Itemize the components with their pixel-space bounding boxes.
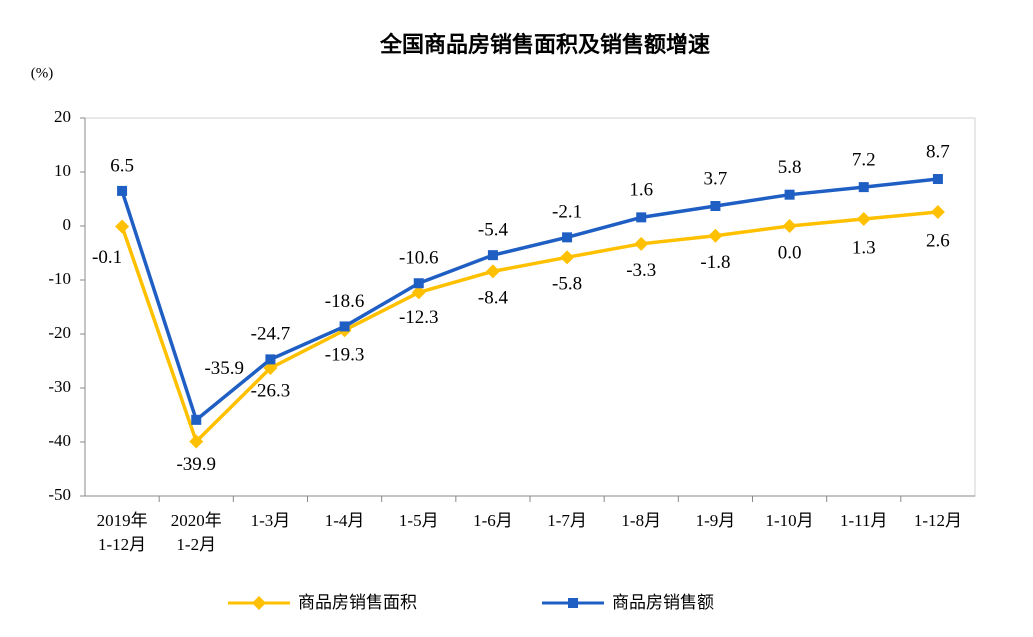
- marker: [191, 414, 202, 425]
- marker: [784, 189, 795, 200]
- x-tick-label: 1-5月: [399, 511, 439, 530]
- chart-title: 全国商品房销售面积及销售额增速: [379, 32, 710, 58]
- data-label: -18.6: [325, 291, 365, 312]
- y-unit: (%): [31, 65, 54, 81]
- series-line: [120, 177, 939, 422]
- data-label: -10.6: [399, 248, 439, 269]
- marker: [411, 285, 426, 300]
- x-tick-label: 1-8月: [621, 511, 661, 530]
- x-tick-label: 1-9月: [696, 511, 736, 530]
- marker: [485, 264, 500, 279]
- marker: [263, 361, 278, 376]
- x-tick-label: 2020年 1-2月: [171, 511, 222, 554]
- marker: [710, 201, 721, 212]
- marker: [856, 211, 871, 226]
- data-label: 1.6: [629, 180, 653, 201]
- x-tick-label: 1-10月: [765, 511, 813, 530]
- data-label: 5.8: [778, 157, 802, 178]
- marker: [117, 185, 128, 196]
- y-tick-label: -50: [48, 485, 71, 504]
- x-tick-label: 1-12月: [914, 511, 962, 530]
- data-label: 2.6: [926, 230, 950, 251]
- data-label: 6.5: [110, 155, 134, 176]
- marker: [634, 236, 649, 251]
- marker: [708, 228, 723, 243]
- data-label: -3.3: [626, 260, 656, 281]
- legend-marker: [252, 596, 266, 610]
- y-tick-label: -30: [48, 377, 71, 396]
- data-label: -1.8: [700, 252, 730, 273]
- data-label: -26.3: [251, 380, 291, 401]
- marker: [858, 182, 869, 193]
- marker: [487, 250, 498, 261]
- x-tick-label: 2019年 1-12月: [97, 511, 148, 554]
- y-tick-label: -40: [48, 431, 71, 450]
- data-label: 1.3: [852, 237, 876, 258]
- data-label: 3.7: [704, 168, 728, 189]
- marker: [782, 219, 797, 233]
- x-tick-label: 1-3月: [251, 511, 291, 530]
- marker: [560, 250, 575, 265]
- marker: [562, 232, 573, 243]
- y-tick-label: 20: [54, 107, 71, 126]
- plot-frame: [84, 117, 976, 497]
- marker: [115, 219, 130, 234]
- marker: [636, 212, 647, 223]
- data-label: -8.4: [478, 288, 509, 309]
- legend-label: 商品房销售面积: [298, 593, 417, 613]
- data-label: -12.3: [399, 307, 439, 328]
- marker: [932, 174, 943, 185]
- marker: [413, 278, 424, 289]
- data-label: -19.3: [325, 345, 365, 366]
- x-tick-label: 1-7月: [547, 511, 587, 530]
- data-label: -39.9: [176, 454, 216, 475]
- x-tick-label: 1-11月: [840, 511, 888, 530]
- data-label: 8.7: [926, 141, 950, 162]
- marker: [930, 204, 945, 219]
- y-tick-label: 10: [54, 161, 71, 180]
- x-tick-label: 1-6月: [473, 511, 513, 530]
- data-label: -24.7: [251, 324, 291, 345]
- data-label: -2.1: [552, 202, 582, 223]
- data-label: -5.8: [552, 274, 582, 295]
- x-tick-label: 1-4月: [325, 511, 365, 530]
- legend-marker: [568, 598, 578, 608]
- y-tick-label: -10: [48, 269, 71, 288]
- data-label: 7.2: [852, 149, 876, 170]
- data-label: -5.4: [478, 220, 509, 241]
- data-label: -0.1: [92, 247, 122, 268]
- data-label: 0.0: [778, 242, 802, 263]
- y-tick-label: -20: [48, 323, 71, 342]
- data-label: -35.9: [204, 358, 244, 379]
- y-tick-label: 0: [63, 215, 72, 234]
- legend-label: 商品房销售额: [612, 593, 714, 613]
- marker: [265, 354, 276, 365]
- marker: [339, 321, 350, 332]
- series-line: [120, 210, 939, 444]
- marker: [189, 434, 204, 449]
